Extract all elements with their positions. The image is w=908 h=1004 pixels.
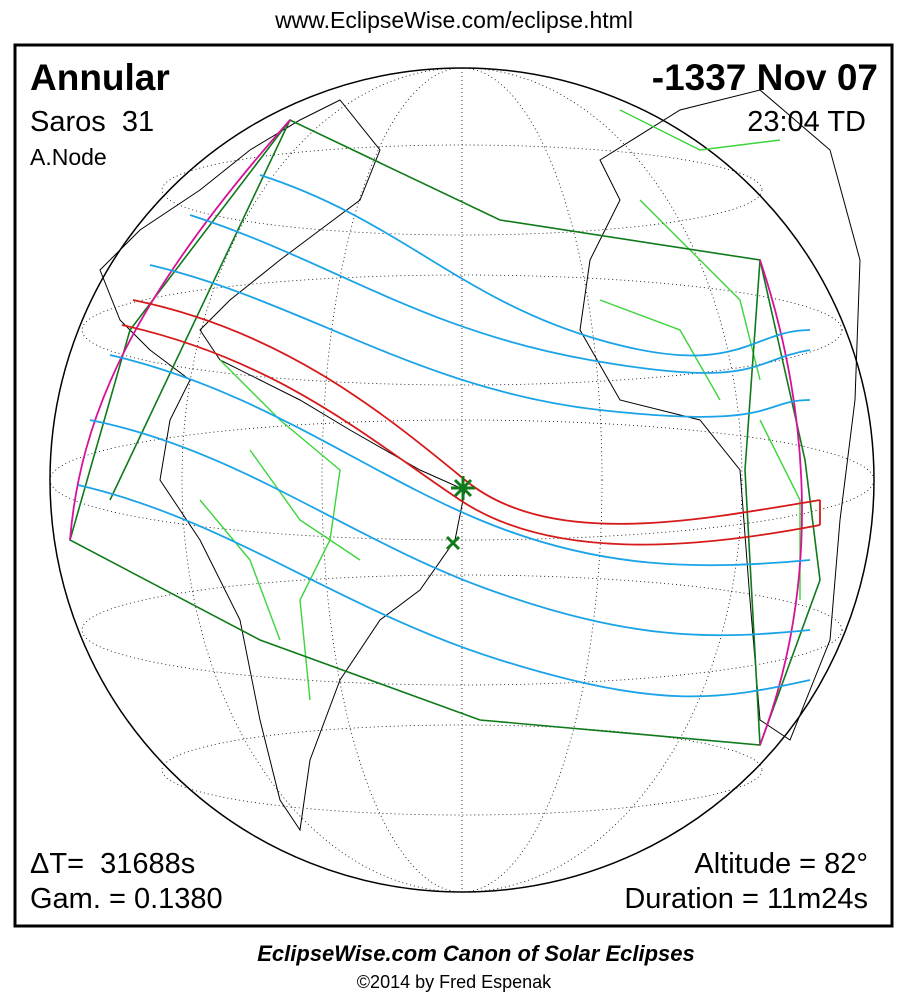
copyright: ©2014 by Fred Espenak [357, 972, 552, 992]
eclipse-type: Annular [30, 57, 170, 98]
delta-t: ΔT= 31688s [30, 848, 195, 880]
footer-title: EclipseWise.com Canon of Solar Eclipses [257, 941, 695, 966]
altitude: Altitude = 82° [694, 848, 868, 880]
time: 23:04 TD [747, 106, 866, 138]
node: A.Node [30, 144, 107, 170]
eclipse-date: -1337 Nov 07 [652, 57, 878, 98]
saros: Saros 31 [30, 106, 154, 138]
globe [49, 67, 875, 893]
url: www.EclipseWise.com/eclipse.html [274, 7, 633, 33]
duration: Duration = 11m24s [624, 883, 868, 915]
gamma: Gam. = 0.1380 [30, 883, 223, 915]
map-frame [13, 43, 894, 928]
